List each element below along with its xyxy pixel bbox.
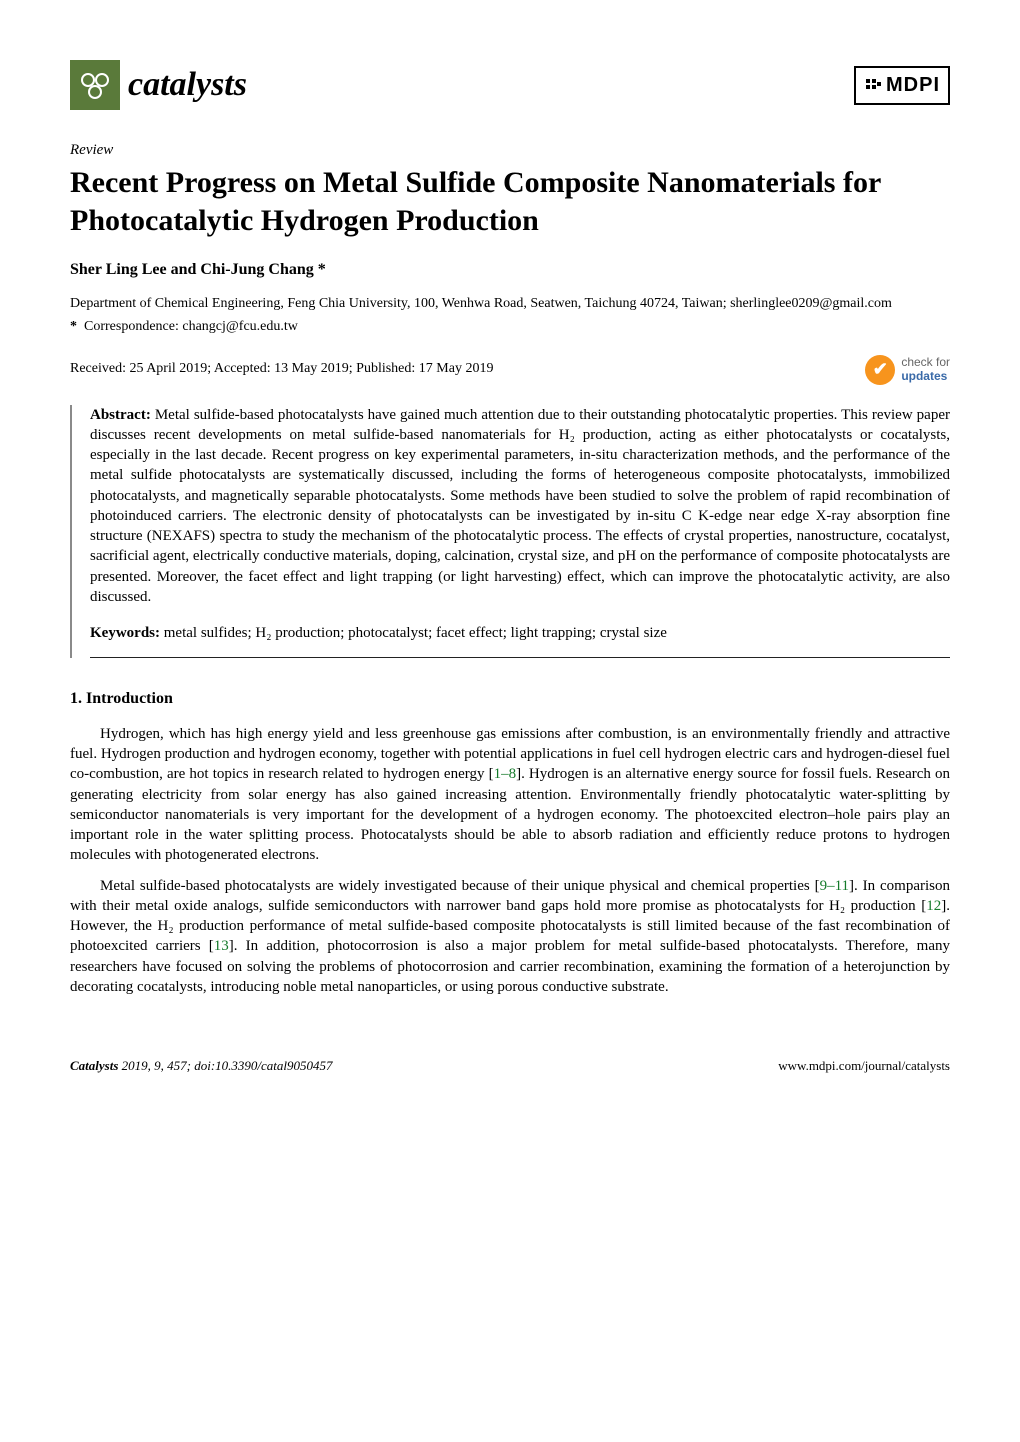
correspondence-text: Correspondence: changcj@fcu.edu.tw [84, 319, 298, 334]
publication-dates: Received: 25 April 2019; Accepted: 13 Ma… [70, 360, 493, 379]
journal-badge-icon [70, 60, 120, 110]
intro-para-2: Metal sulfide-based photocatalysts are w… [70, 876, 950, 998]
ref-link[interactable]: 1–8 [494, 766, 517, 782]
keywords-label: Keywords: [90, 625, 160, 641]
keywords-paragraph: Keywords: metal sulfides; H₂ production;… [90, 623, 950, 643]
journal-logo: catalysts [70, 60, 247, 110]
mdpi-icon [864, 76, 882, 94]
footer-url: www.mdpi.com/journal/catalysts [778, 1058, 950, 1073]
para2-text-a: Metal sulfide-based photocatalysts are w… [100, 878, 820, 894]
dates-row: Received: 25 April 2019; Accepted: 13 Ma… [70, 355, 950, 385]
abstract-label: Abstract: [90, 407, 151, 423]
affiliation: Department of Chemical Engineering, Feng… [70, 295, 950, 314]
section-heading-1: 1. Introduction [70, 688, 950, 710]
journal-name: catalysts [128, 62, 247, 108]
header-row: catalysts MDPI [70, 60, 950, 110]
abstract-text: Metal sulfide-based photocatalysts have … [90, 407, 950, 605]
updates-line2: updates [901, 370, 950, 383]
publisher-logo: MDPI [854, 66, 950, 105]
authors: Sher Ling Lee and Chi-Jung Chang * [70, 259, 950, 281]
article-title: Recent Progress on Metal Sulfide Composi… [70, 164, 950, 239]
footer-citation: 2019, 9, 457; doi:10.3390/catal9050457 [122, 1058, 333, 1073]
updates-line1: check for [901, 356, 950, 369]
footer-right[interactable]: www.mdpi.com/journal/catalysts [778, 1057, 950, 1075]
ref-link[interactable]: 13 [214, 938, 229, 954]
footer-journal: Catalysts [70, 1058, 118, 1073]
abstract-block: Abstract: Metal sulfide-based photocatal… [70, 405, 950, 659]
correspondence-asterisk: * [70, 319, 77, 334]
updates-badge-text: check for updates [901, 356, 950, 382]
page-footer: Catalysts 2019, 9, 457; doi:10.3390/cata… [70, 1057, 950, 1075]
intro-para-1: Hydrogen, which has high energy yield an… [70, 724, 950, 866]
abstract-divider [90, 657, 950, 658]
correspondence: * Correspondence: changcj@fcu.edu.tw [70, 318, 950, 337]
footer-left: Catalysts 2019, 9, 457; doi:10.3390/cata… [70, 1057, 333, 1075]
ref-link[interactable]: 12 [926, 898, 941, 914]
check-icon: ✔ [865, 355, 895, 385]
ref-link[interactable]: 9–11 [820, 878, 849, 894]
keywords-text: metal sulfides; H₂ production; photocata… [164, 625, 667, 641]
check-for-updates-badge[interactable]: ✔ check for updates [865, 355, 950, 385]
publisher-name: MDPI [886, 72, 940, 99]
article-type: Review [70, 140, 950, 160]
abstract-paragraph: Abstract: Metal sulfide-based photocatal… [90, 405, 950, 608]
